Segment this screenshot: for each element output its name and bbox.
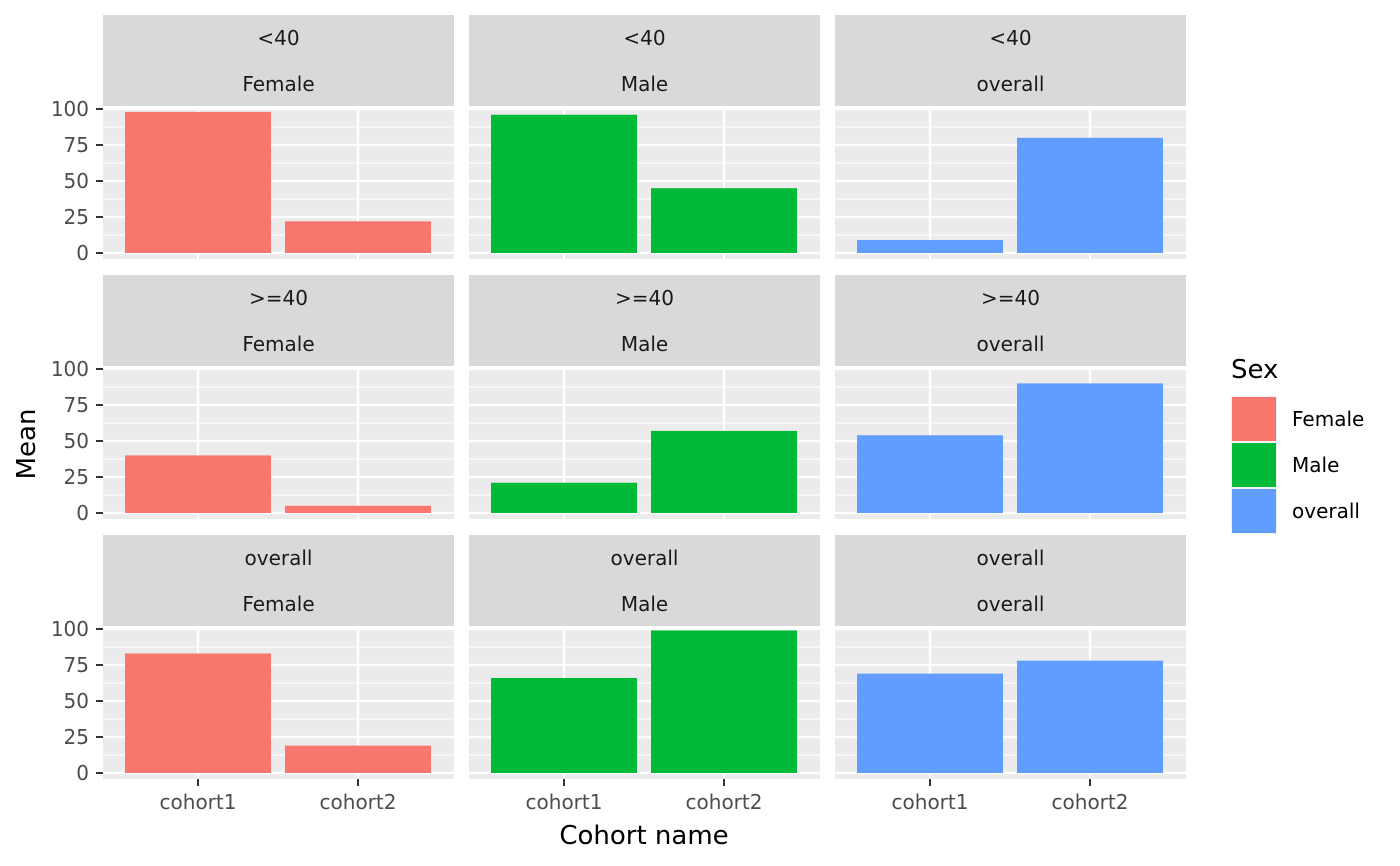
facet-strip — [469, 275, 820, 366]
legend-label: Female — [1292, 407, 1364, 431]
bar — [491, 677, 637, 773]
y-tick-label: 100 — [51, 357, 89, 381]
bar — [857, 673, 1003, 773]
facet-strip-col-label: overall — [977, 72, 1045, 96]
y-tick-label: 75 — [64, 393, 89, 417]
facet-strip-row-label: <40 — [257, 26, 299, 50]
facet-strip-row-label: overall — [977, 546, 1045, 570]
y-tick-label: 25 — [64, 205, 89, 229]
bar — [491, 482, 637, 513]
bar — [125, 455, 271, 513]
facet-strip-col-label: Female — [242, 332, 314, 356]
panel: >=40 overall — [835, 275, 1186, 519]
y-tick-label: 50 — [64, 689, 89, 713]
panel: overall Female — [103, 535, 454, 779]
facet-strip-row-label: <40 — [989, 26, 1031, 50]
axes-layer: 0 25 50 75 100 0 25 50 75 100 0 25 50 75 100 cohort1 coh… — [51, 97, 1129, 814]
legend-key — [1232, 489, 1276, 533]
y-tick-label: 75 — [64, 133, 89, 157]
facet-strip — [469, 535, 820, 626]
facet-strip-row-label: <40 — [623, 26, 665, 50]
facet-strip-col-label: overall — [977, 332, 1045, 356]
facet-strip — [835, 275, 1186, 366]
facet-strip — [103, 535, 454, 626]
panel: <40 Female — [103, 15, 454, 259]
x-tick-label: cohort2 — [1052, 790, 1129, 814]
panel: overall Male — [469, 535, 820, 779]
y-tick-label: 75 — [64, 653, 89, 677]
facet-strip-row-label: overall — [611, 546, 679, 570]
x-tick-label: cohort2 — [686, 790, 763, 814]
panel: overall overall — [835, 535, 1186, 779]
facet-strip — [835, 535, 1186, 626]
y-tick-label: 25 — [64, 465, 89, 489]
x-axis-title: Cohort name — [559, 821, 728, 851]
y-tick-label: 0 — [76, 241, 89, 265]
facet-strip-row-label: >=40 — [981, 286, 1040, 310]
panel: <40 overall — [835, 15, 1186, 259]
facet-strip — [835, 15, 1186, 106]
bar — [651, 630, 797, 773]
legend-title: Sex — [1231, 355, 1278, 385]
legend-key — [1232, 443, 1276, 487]
y-axis-title: Mean — [12, 409, 42, 480]
y-tick-label: 100 — [51, 97, 89, 121]
legend-label: overall — [1292, 499, 1360, 523]
facet-strip-row-label: overall — [245, 546, 313, 570]
y-tick-label: 100 — [51, 617, 89, 641]
x-tick-label: cohort1 — [160, 790, 237, 814]
legend-key — [1232, 397, 1276, 441]
bar — [285, 505, 431, 513]
y-tick-label: 50 — [64, 429, 89, 453]
bar — [1017, 660, 1163, 773]
facet-strip-row-label: >=40 — [249, 286, 308, 310]
facet-strip-col-label: Male — [621, 72, 668, 96]
panel: >=40 Female — [103, 275, 454, 519]
x-tick-label: cohort1 — [526, 790, 603, 814]
facet-strip-col-label: Male — [621, 332, 668, 356]
x-tick-label: cohort1 — [892, 790, 969, 814]
y-tick-label: 0 — [76, 761, 89, 785]
legend-label: Male — [1292, 453, 1339, 477]
y-tick-label: 25 — [64, 725, 89, 749]
facet-strip-col-label: overall — [977, 592, 1045, 616]
bar — [857, 435, 1003, 513]
facet-strip — [103, 275, 454, 366]
panel: >=40 Male — [469, 275, 820, 519]
bar — [285, 745, 431, 773]
bar — [1017, 137, 1163, 253]
facet-strip — [469, 15, 820, 106]
facet-strip-col-label: Male — [621, 592, 668, 616]
facet-strip-row-label: >=40 — [615, 286, 674, 310]
bar — [857, 240, 1003, 253]
facet-strip-col-label: Female — [242, 72, 314, 96]
panel: <40 Male — [469, 15, 820, 259]
legend: Sex Female Male overall — [1231, 355, 1364, 534]
x-tick-label: cohort2 — [320, 790, 397, 814]
bar — [125, 111, 271, 253]
facet-strip-col-label: Female — [242, 592, 314, 616]
bar — [651, 430, 797, 513]
bar — [651, 188, 797, 253]
bar — [125, 653, 271, 773]
facet-strip — [103, 15, 454, 106]
bar — [1017, 383, 1163, 513]
y-tick-label: 50 — [64, 169, 89, 193]
panels-layer: <40Female<40Male<40overall>=40Female>=40… — [103, 15, 1186, 779]
bar — [491, 114, 637, 253]
bar — [285, 221, 431, 253]
y-tick-label: 0 — [76, 501, 89, 525]
